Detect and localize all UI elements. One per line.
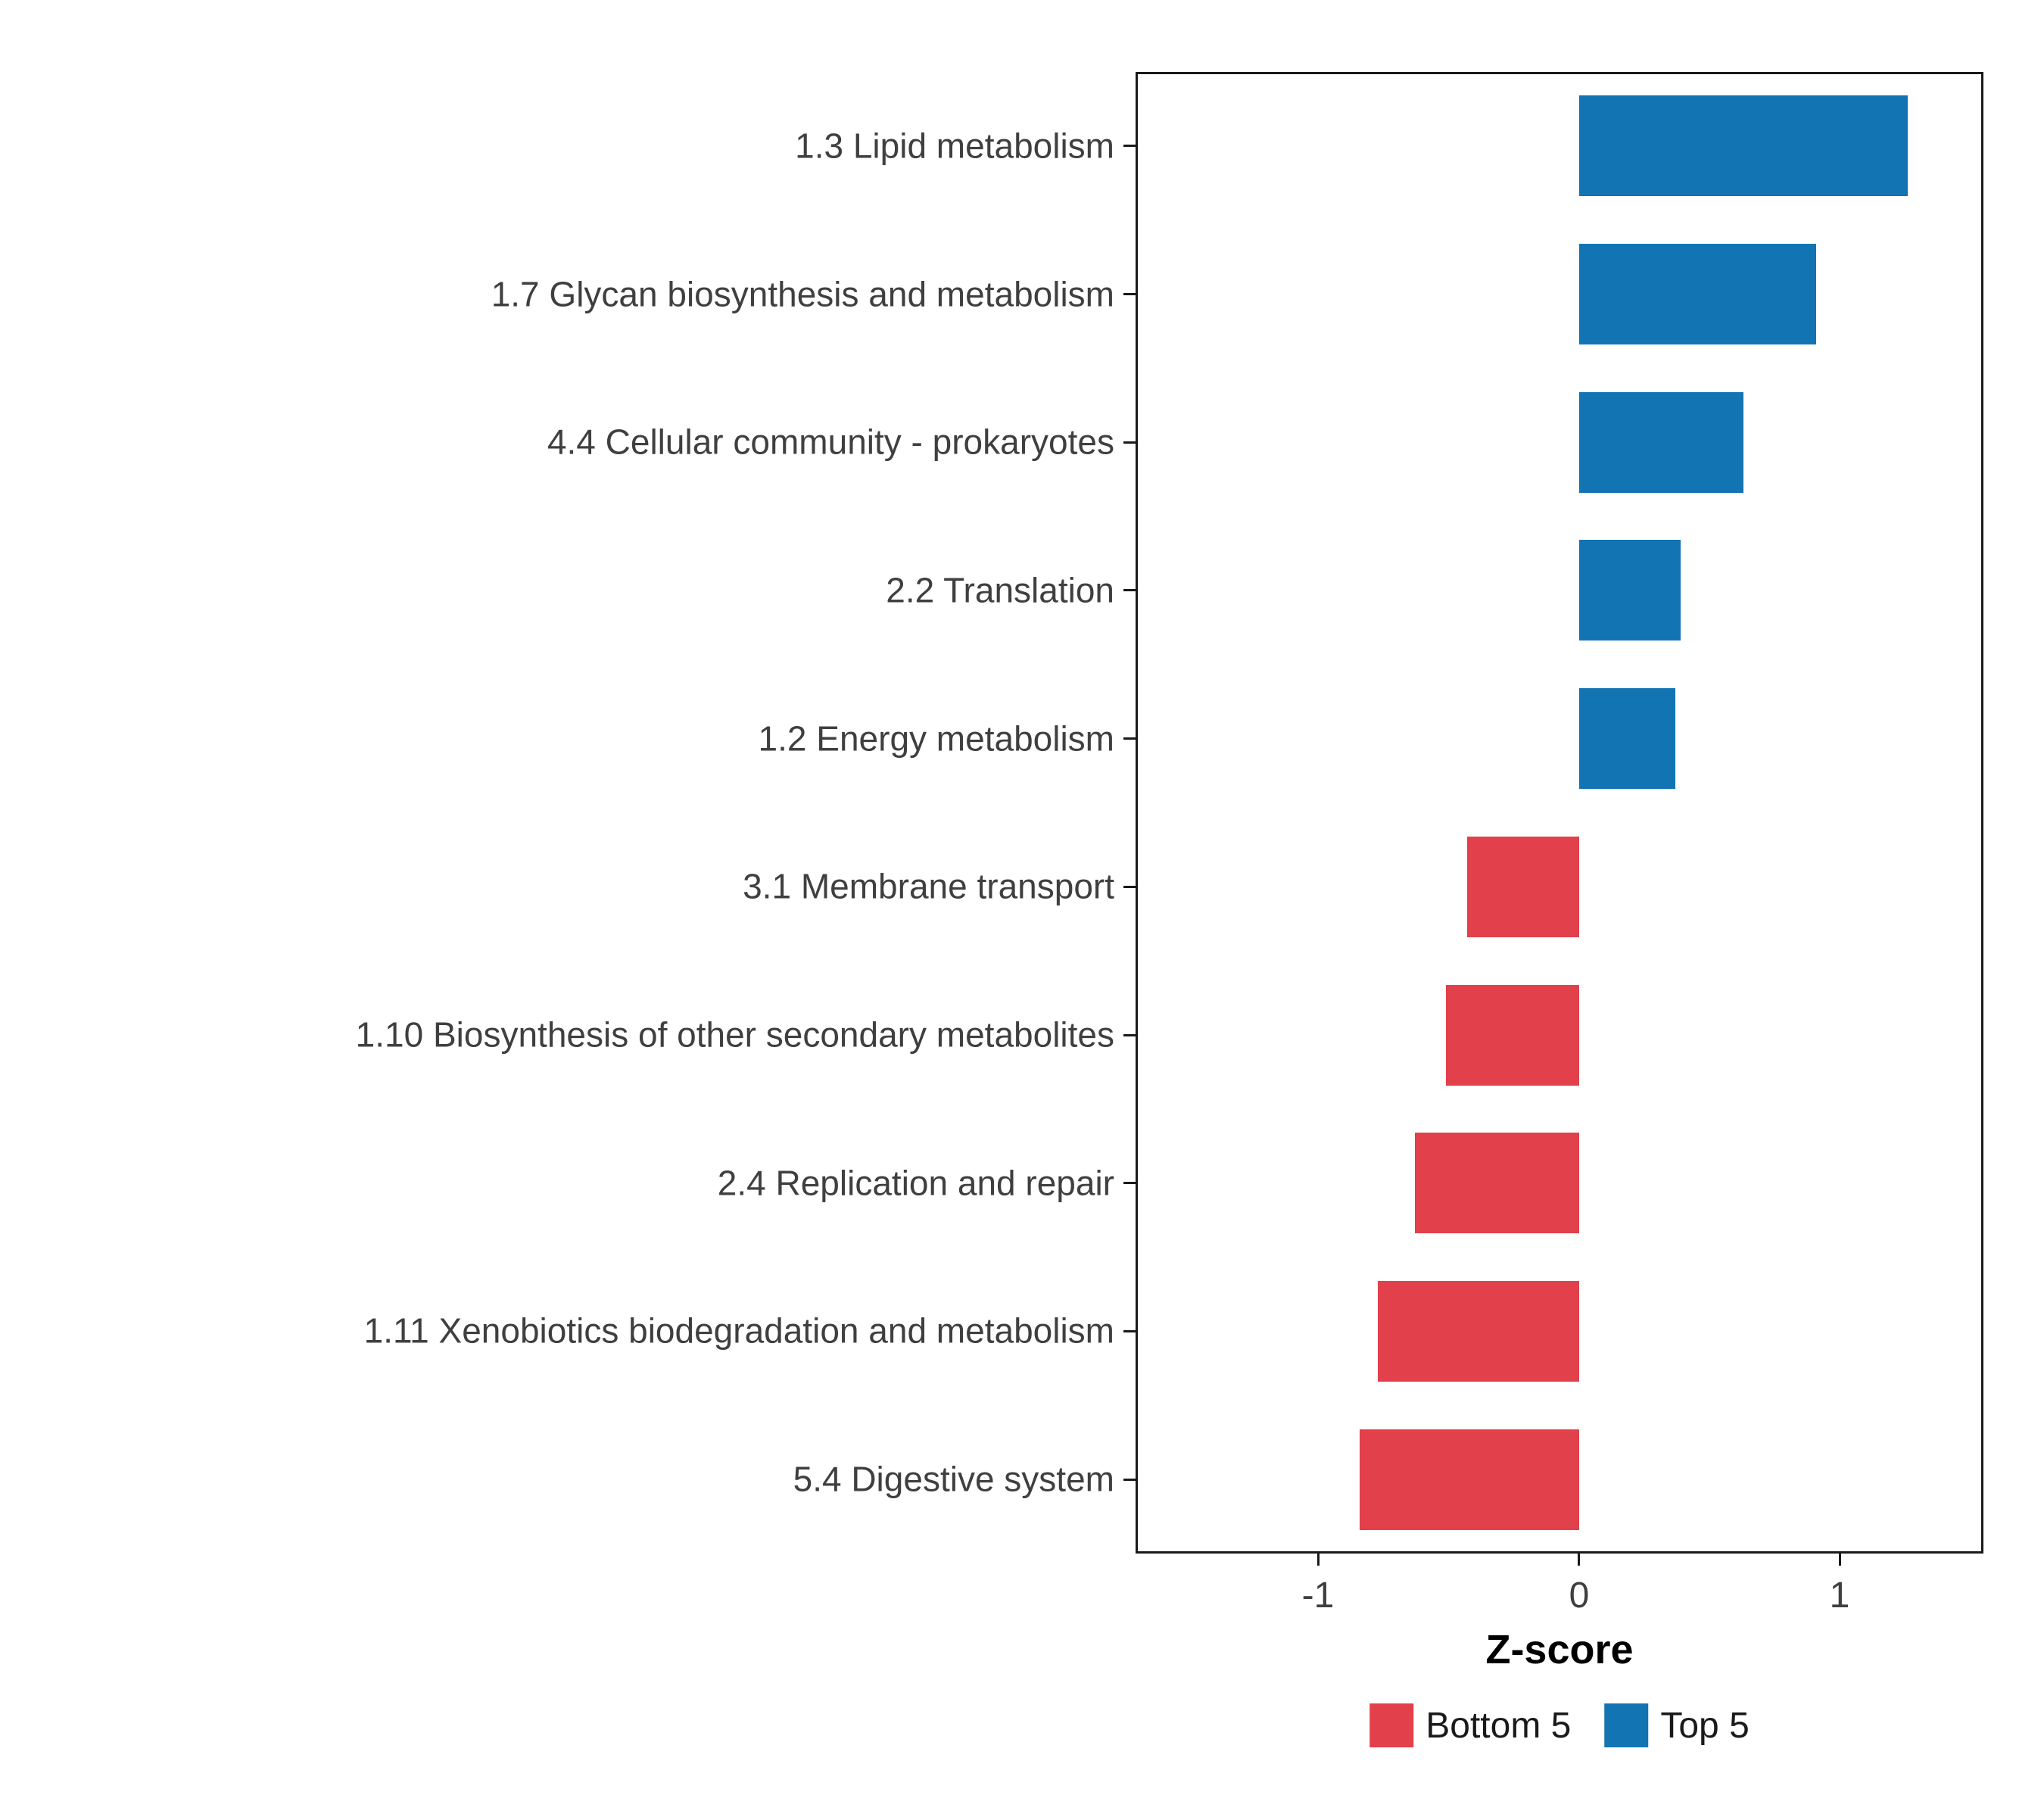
y-axis-label: 3.1 Membrane transport (743, 866, 1114, 906)
bar-3 (1578, 392, 1743, 493)
y-axis-label: 1.7 Glycan biosynthesis and metabolism (491, 274, 1114, 314)
x-axis-tick (1578, 1554, 1580, 1566)
bar-2 (1578, 244, 1817, 344)
legend-swatch-icon (1369, 1703, 1414, 1747)
x-axis-tick-label: 1 (1829, 1575, 1850, 1616)
y-axis-tick (1123, 589, 1136, 591)
bar-1 (1578, 95, 1908, 196)
legend-item-top-5: Top 5 (1604, 1703, 1750, 1747)
y-axis-tick (1123, 441, 1136, 444)
legend-swatch-icon (1604, 1703, 1649, 1747)
x-axis-tick (1317, 1554, 1320, 1566)
y-axis-tick (1123, 145, 1136, 147)
y-axis-label: 1.3 Lipid metabolism (795, 126, 1114, 166)
y-axis-label: 5.4 Digestive system (793, 1459, 1114, 1499)
y-axis-label: 1.2 Energy metabolism (758, 718, 1114, 759)
y-axis-tick (1123, 1479, 1136, 1481)
x-axis-title: Z-score (1485, 1627, 1634, 1672)
legend-item-bottom-5: Bottom 5 (1369, 1703, 1571, 1747)
y-axis-label: 2.2 Translation (886, 570, 1114, 610)
y-axis-tick (1123, 1182, 1136, 1184)
x-axis-tick (1839, 1554, 1841, 1566)
y-axis-label: 4.4 Cellular community - prokaryotes (547, 422, 1114, 462)
x-axis-tick-label: -1 (1301, 1575, 1335, 1616)
legend: Bottom 5 Top 5 (1369, 1703, 1750, 1747)
y-axis-tick (1123, 1034, 1136, 1036)
y-axis-tick (1123, 737, 1136, 740)
bar-4 (1578, 540, 1681, 640)
legend-label: Bottom 5 (1426, 1705, 1572, 1746)
bar-6 (1466, 837, 1579, 937)
legend-label: Top 5 (1660, 1705, 1750, 1746)
y-axis-tick (1123, 293, 1136, 295)
bar-9 (1378, 1281, 1579, 1382)
y-axis-tick (1123, 886, 1136, 888)
bar-5 (1578, 688, 1676, 789)
y-axis-tick (1123, 1330, 1136, 1332)
bar-8 (1414, 1133, 1579, 1233)
y-axis-label: 2.4 Replication and repair (717, 1163, 1114, 1203)
y-axis-label: 1.10 Biosynthesis of other secondary met… (355, 1014, 1114, 1055)
y-axis-label: 1.11 Xenobiotics biodegradation and meta… (363, 1311, 1114, 1351)
x-axis-tick-label: 0 (1569, 1575, 1590, 1616)
bar-7 (1446, 985, 1579, 1086)
bar-10 (1360, 1429, 1579, 1530)
